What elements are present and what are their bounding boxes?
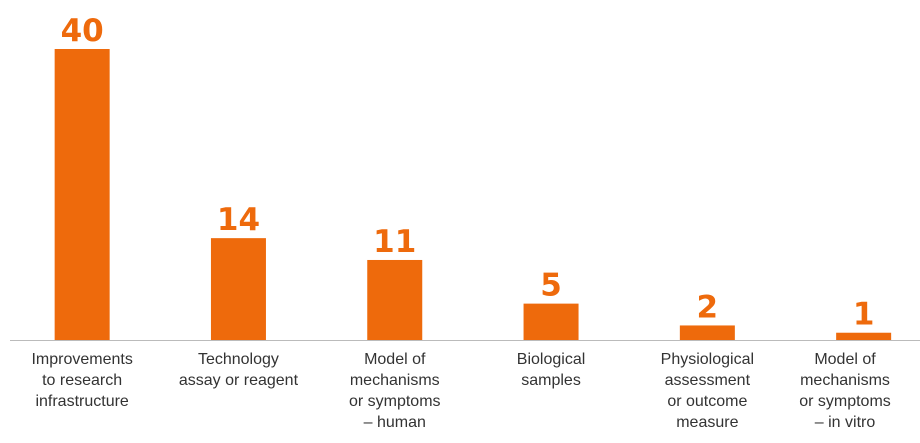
bar	[367, 259, 423, 340]
bar	[54, 49, 110, 340]
x-tick-label: Improvements to research infrastructure	[31, 351, 133, 410]
bar	[679, 325, 735, 340]
value-label: 1	[853, 297, 875, 333]
bar	[523, 303, 579, 340]
bar	[836, 332, 892, 340]
value-label: 2	[697, 289, 719, 325]
x-tick-label: Biological samples	[516, 351, 586, 389]
x-tick-label: Technology assay or reagent	[178, 351, 299, 389]
x-tick-label: Model of mechanisms or symptoms – human	[348, 351, 441, 431]
value-label: 14	[217, 202, 260, 238]
bar	[210, 238, 266, 340]
value-label: 40	[61, 13, 104, 49]
x-tick-label: Model of mechanisms or symptoms – in vit…	[799, 351, 891, 431]
value-label: 11	[373, 224, 416, 260]
x-tick-label: Physiological assessment or outcome meas…	[660, 351, 755, 431]
value-label: 5	[540, 268, 562, 304]
